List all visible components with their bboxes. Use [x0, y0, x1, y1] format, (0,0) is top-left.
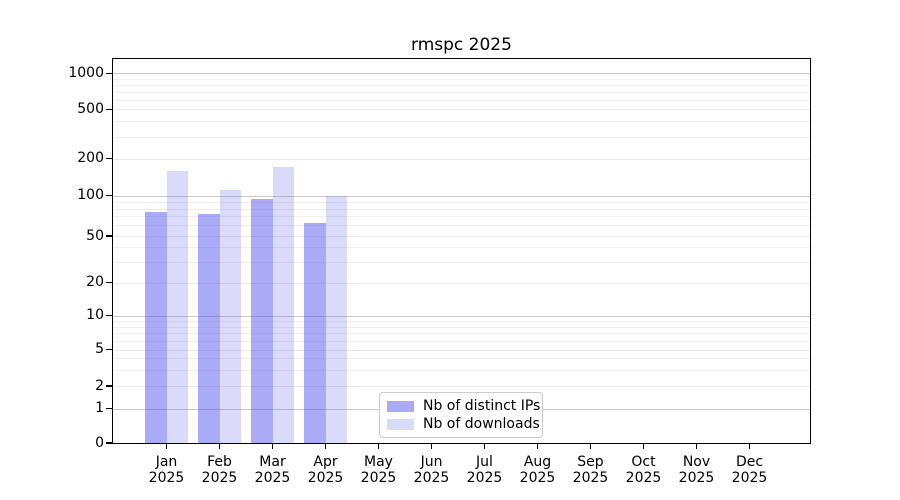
x-tick-mark — [165, 443, 168, 449]
minor-gridline — [113, 78, 810, 80]
bar-downloads — [219, 189, 241, 443]
x-tick-label: Sep 2025 — [572, 454, 609, 486]
x-tick-label: Oct 2025 — [625, 454, 662, 486]
bar-downloads — [166, 170, 188, 443]
x-tick-label: May 2025 — [360, 454, 397, 486]
major-gridline — [113, 73, 810, 75]
minor-gridline — [113, 84, 810, 86]
y-tick-label: 5 — [95, 341, 104, 357]
bar-distinct-ips — [304, 223, 326, 443]
y-tick-label: 50 — [86, 227, 104, 244]
legend-swatch-downloads — [387, 418, 414, 431]
plot-frame — [112, 58, 811, 444]
x-tick-mark — [695, 443, 698, 449]
y-tick-mark — [106, 235, 113, 237]
x-tick-mark — [589, 443, 592, 449]
bar-downloads — [325, 195, 347, 443]
gridline — [113, 158, 810, 160]
bar-downloads — [272, 167, 294, 443]
y-tick-mark — [106, 158, 113, 160]
plot-area — [106, 59, 810, 449]
minor-gridline — [113, 121, 810, 123]
bar-distinct-ips — [251, 199, 273, 443]
bar-distinct-ips — [198, 213, 220, 443]
x-tick-label: Mar 2025 — [254, 454, 291, 486]
minor-gridline — [113, 136, 810, 138]
minor-gridline — [113, 333, 810, 335]
minor-gridline — [113, 358, 810, 360]
y-tick-mark — [106, 442, 113, 444]
y-tick-mark — [106, 408, 113, 410]
legend-entry-distinct-ips: Nb of distinct IPs — [387, 398, 540, 415]
x-tick-label: Dec 2025 — [731, 454, 768, 486]
x-tick-label: Feb 2025 — [201, 454, 238, 486]
y-tick-mark — [106, 72, 113, 74]
y-tick-label: 10 — [86, 307, 104, 324]
legend-label-distinct-ips: Nb of distinct IPs — [423, 398, 541, 414]
y-tick-label: 500 — [77, 100, 104, 117]
minor-gridline — [113, 369, 810, 371]
y-tick-label: 20 — [86, 274, 104, 291]
x-tick-mark — [377, 443, 380, 449]
minor-gridline — [113, 91, 810, 93]
bar-distinct-ips — [145, 212, 167, 443]
x-tick-mark — [271, 443, 274, 449]
major-gridline — [113, 195, 810, 197]
x-tick-label: Jun 2025 — [413, 454, 450, 486]
gridline — [113, 386, 810, 387]
y-tick-mark — [106, 315, 113, 317]
legend: Nb of distinct IPs Nb of downloads — [379, 392, 543, 438]
x-tick-label: Nov 2025 — [678, 454, 715, 486]
x-tick-label: Apr 2025 — [307, 454, 344, 486]
x-tick-mark — [430, 443, 433, 449]
x-tick-mark — [748, 443, 751, 449]
chart-title: rmspc 2025 — [411, 35, 512, 55]
minor-gridline — [113, 340, 810, 342]
minor-gridline — [113, 99, 810, 101]
x-tick-label: Jul 2025 — [466, 454, 503, 486]
y-tick-mark — [106, 282, 113, 284]
x-tick-label: Jan 2025 — [148, 454, 185, 486]
minor-gridline — [113, 320, 810, 322]
minor-gridline — [113, 225, 810, 227]
y-tick-label: 100 — [77, 187, 104, 204]
x-tick-mark — [536, 443, 539, 449]
minor-gridline — [113, 262, 810, 264]
legend-swatch-distinct-ips — [387, 400, 414, 413]
y-tick-mark — [106, 348, 113, 351]
x-tick-mark — [324, 443, 327, 449]
y-tick-label: 1 — [95, 400, 104, 417]
y-tick-mark — [106, 108, 113, 110]
x-tick-label: Aug 2025 — [519, 454, 556, 486]
gridline — [113, 109, 810, 111]
y-tick-label: 0 — [95, 434, 104, 451]
y-tick-mark — [106, 195, 113, 197]
minor-gridline — [113, 208, 810, 210]
minor-gridline — [113, 216, 810, 218]
x-tick-mark — [218, 443, 221, 449]
legend-entry-downloads: Nb of downloads — [387, 416, 540, 433]
y-tick-label: 2 — [95, 377, 104, 394]
y-tick-label: 200 — [77, 150, 104, 167]
y-tick-label: 1000 — [68, 64, 104, 81]
legend-label-downloads: Nb of downloads — [423, 416, 540, 432]
x-tick-mark — [642, 443, 645, 449]
minor-gridline — [113, 247, 810, 249]
gridline — [113, 236, 810, 237]
minor-gridline — [113, 326, 810, 328]
major-gridline — [113, 315, 810, 317]
x-tick-mark — [483, 443, 486, 449]
minor-gridline — [113, 201, 810, 203]
gridline — [113, 282, 810, 284]
y-tick-mark — [106, 385, 113, 387]
gridline — [113, 349, 810, 351]
